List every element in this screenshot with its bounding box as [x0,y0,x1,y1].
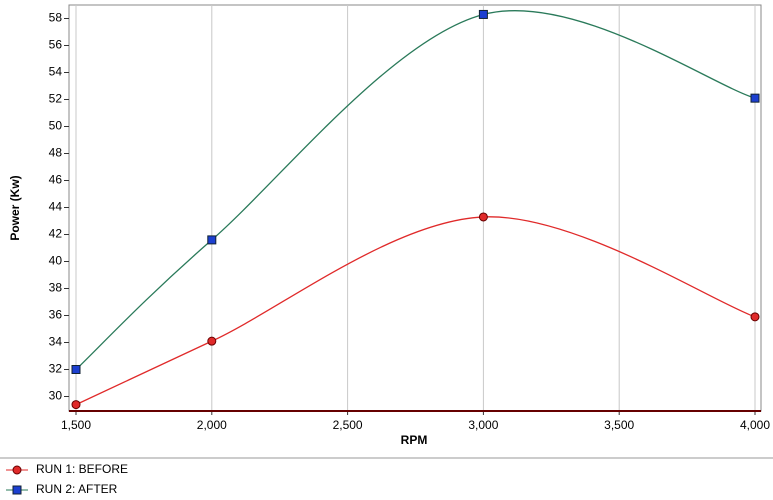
x-axis-title: RPM [401,433,428,447]
x-tick-label: 1,500 [61,418,91,432]
y-tick-label: 58 [49,11,63,25]
y-tick-label: 30 [49,389,63,403]
y-tick-label: 52 [49,92,63,106]
x-tick-label: 2,500 [333,418,363,432]
data-point [207,235,217,245]
y-tick-label: 40 [49,254,63,268]
legend-label: RUN 2: AFTER [36,482,118,496]
y-tick-label: 56 [49,38,63,52]
data-point [750,93,760,103]
plot-frame [68,4,762,412]
x-tick-label: 3,500 [604,418,634,432]
y-tick-label: 46 [49,173,63,187]
data-point [478,212,488,222]
legend-marker [12,465,22,475]
series-line [75,216,756,406]
series-line [75,9,756,370]
y-axis-title: Power (Kw) [8,175,22,240]
data-point [71,365,81,374]
y-tick-label: 32 [49,362,63,376]
legend-label: RUN 1: BEFORE [36,462,128,476]
y-tick-label: 36 [49,308,63,322]
y-tick-label: 54 [49,65,63,79]
y-tick-label: 44 [49,200,63,214]
y-tick-label: 48 [49,146,63,160]
y-tick-label: 34 [49,335,63,349]
data-point [71,400,81,410]
legend-marker [12,485,22,495]
x-tick-label: 2,000 [197,418,227,432]
y-tick-label: 42 [49,227,63,241]
y-tick-label: 50 [49,119,63,133]
data-point [750,312,760,322]
x-tick-label: 4,000 [740,418,770,432]
data-point [478,9,488,19]
data-point [207,336,217,346]
x-tick-label: 3,000 [468,418,498,432]
y-tick-label: 38 [49,281,63,295]
